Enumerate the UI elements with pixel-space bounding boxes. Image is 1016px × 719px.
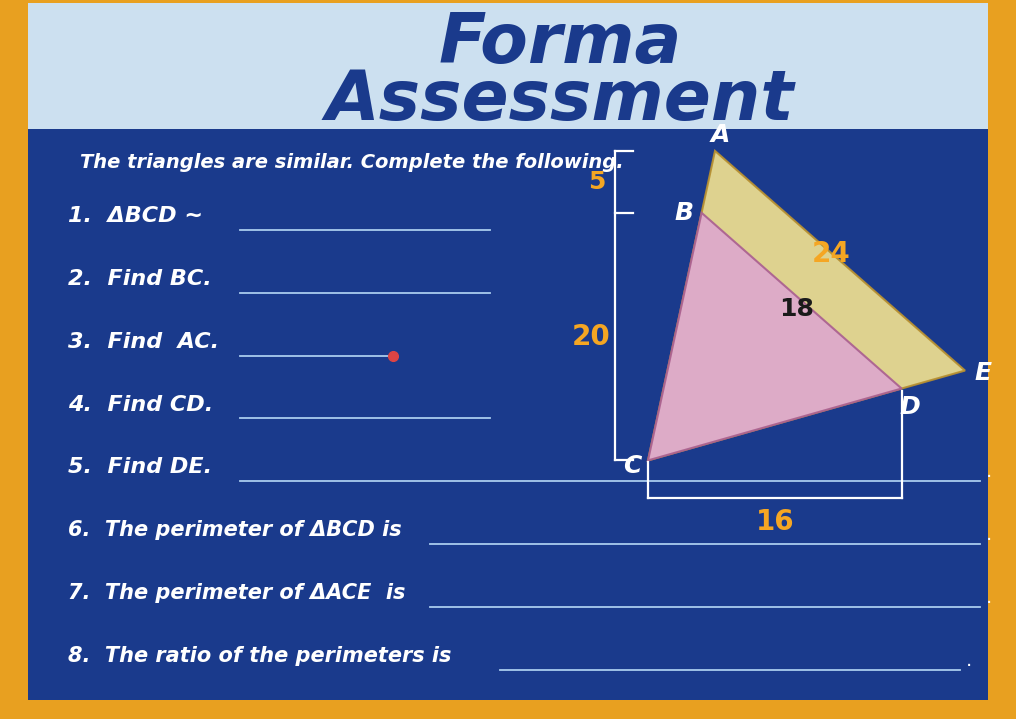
Text: D: D	[899, 395, 919, 418]
Text: B: B	[674, 201, 693, 225]
FancyBboxPatch shape	[28, 3, 988, 131]
Text: 5.  Find DE.: 5. Find DE.	[68, 457, 212, 477]
Text: 2.  Find BC.: 2. Find BC.	[68, 269, 211, 289]
Text: C: C	[623, 454, 641, 478]
Text: 7.  The perimeter of ΔACE  is: 7. The perimeter of ΔACE is	[68, 583, 405, 603]
Text: Assessment: Assessment	[326, 68, 795, 134]
Text: 1.  ΔBCD ~: 1. ΔBCD ~	[68, 206, 203, 226]
Text: 16: 16	[756, 508, 795, 536]
Text: 18: 18	[779, 297, 814, 321]
Text: .: .	[966, 651, 972, 670]
Text: 6.  The perimeter of ΔBCD is: 6. The perimeter of ΔBCD is	[68, 521, 401, 540]
Text: Forma: Forma	[438, 9, 682, 77]
Polygon shape	[648, 151, 965, 460]
Text: .: .	[986, 588, 993, 607]
Text: 8.  The ratio of the perimeters is: 8. The ratio of the perimeters is	[68, 646, 451, 666]
FancyBboxPatch shape	[28, 129, 988, 700]
Polygon shape	[648, 213, 901, 460]
Text: A: A	[710, 123, 729, 147]
Text: The triangles are similar. Complete the following.: The triangles are similar. Complete the …	[80, 153, 624, 173]
Text: 24: 24	[812, 239, 850, 267]
Text: 4.  Find CD.: 4. Find CD.	[68, 395, 213, 415]
Text: .: .	[986, 526, 993, 544]
Text: .: .	[986, 462, 993, 482]
Text: E: E	[974, 360, 992, 385]
Text: 3.  Find  AC.: 3. Find AC.	[68, 331, 219, 352]
Text: 20: 20	[572, 323, 611, 351]
Text: 5: 5	[588, 170, 606, 194]
